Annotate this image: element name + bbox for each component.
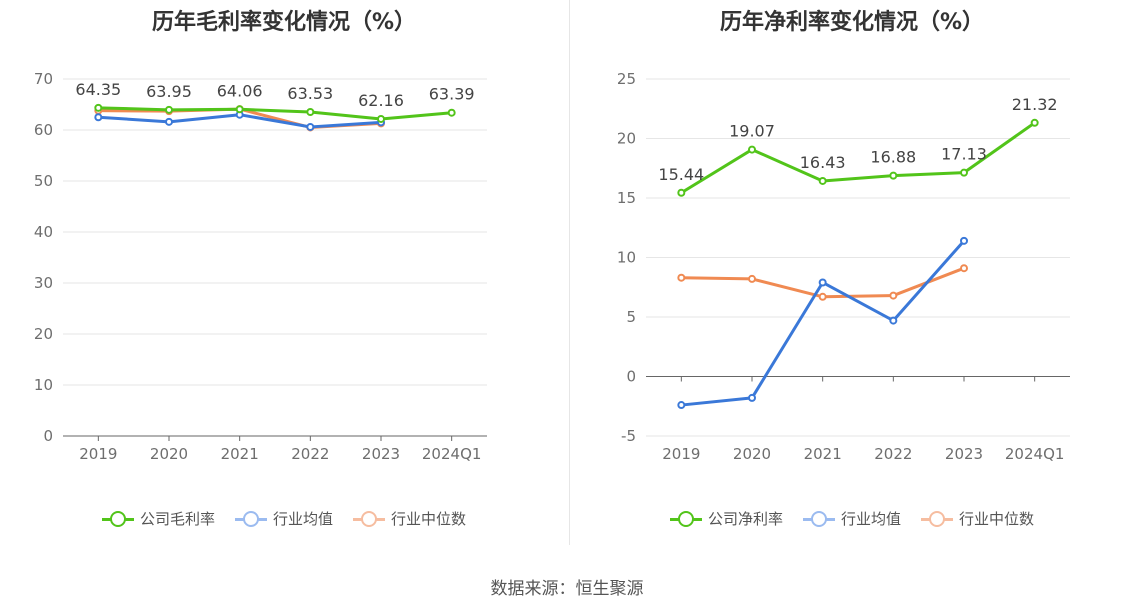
y-tick-label: 30 xyxy=(34,274,53,292)
legend-item-company[interactable]: 公司净利率 xyxy=(669,508,783,529)
legend-label: 行业中位数 xyxy=(391,510,467,528)
net-margin-chart: 历年净利率变化情况（%） -5 0 5 10 15 20 25 2019 2020 2021 202… xyxy=(570,0,1134,560)
x-tick-label: 2022 xyxy=(291,445,329,463)
y-tick-label: 20 xyxy=(34,325,53,343)
legend-item-company[interactable]: 公司毛利率 xyxy=(101,508,215,529)
y-tick-label: 10 xyxy=(617,249,636,267)
data-label: 16.43 xyxy=(800,153,846,172)
data-point[interactable] xyxy=(377,114,385,123)
x-tick-label: 2020 xyxy=(733,445,771,463)
legend-marker-icon xyxy=(802,510,835,527)
y-tick-label: 40 xyxy=(34,223,53,241)
y-tick-label: 5 xyxy=(626,308,636,326)
data-point[interactable] xyxy=(447,108,456,117)
data-point[interactable] xyxy=(889,316,898,325)
data-label: 62.16 xyxy=(358,91,404,110)
data-label: 15.44 xyxy=(658,165,704,184)
x-tick-label: 2019 xyxy=(662,445,700,463)
x-tick-label: 2024Q1 xyxy=(1005,445,1065,463)
y-tick-label: 70 xyxy=(34,70,53,88)
y-tick-label: 15 xyxy=(617,189,636,207)
legend: 公司毛利率 行业均值 行业中位数 xyxy=(0,508,568,529)
data-point[interactable] xyxy=(889,291,898,300)
legend-item-industry-average[interactable]: 行业均值 xyxy=(802,508,901,529)
y-tick-label: 0 xyxy=(626,368,636,386)
data-point[interactable] xyxy=(960,168,968,177)
y-tick-label: 20 xyxy=(617,130,636,148)
data-label: 64.06 xyxy=(217,81,263,100)
legend-label: 公司净利率 xyxy=(707,510,783,528)
legend-label: 公司毛利率 xyxy=(139,510,215,528)
data-point[interactable] xyxy=(818,292,827,301)
x-tick-label: 2021 xyxy=(221,445,259,463)
chart-title: 历年净利率变化情况（%） xyxy=(719,10,985,35)
series-line xyxy=(98,106,452,121)
data-point[interactable] xyxy=(165,117,173,126)
data-point[interactable] xyxy=(889,171,898,180)
x-tick-label: 2022 xyxy=(874,445,912,463)
legend-marker-icon xyxy=(353,510,385,527)
legend-label: 行业均值 xyxy=(272,510,333,528)
data-point[interactable] xyxy=(748,145,756,154)
legend-marker-icon xyxy=(101,510,134,527)
data-point[interactable] xyxy=(235,105,244,114)
legend-item-industry-median[interactable]: 行业中位数 xyxy=(921,508,1034,529)
y-tick-label: 0 xyxy=(43,427,53,445)
y-tick-label: -5 xyxy=(621,427,636,445)
net-margin-plot: -5 0 5 10 15 20 25 2019 2020 2021 2022 2023 2024Q1 15… xyxy=(617,70,1070,463)
data-point[interactable] xyxy=(306,107,315,116)
data-label: 19.07 xyxy=(729,122,775,141)
legend-marker-icon xyxy=(669,510,702,527)
data-label: 16.88 xyxy=(870,148,916,167)
legend: 公司净利率 行业均值 行业中位数 xyxy=(570,508,1134,529)
x-tick-label: 2023 xyxy=(945,445,983,463)
data-point[interactable] xyxy=(960,264,968,273)
legend-marker-icon xyxy=(921,510,953,527)
x-tick-label: 2020 xyxy=(150,445,188,463)
legend-marker-icon xyxy=(234,510,267,527)
data-label: 63.95 xyxy=(146,82,192,101)
data-point[interactable] xyxy=(818,176,827,185)
data-point[interactable] xyxy=(748,393,756,402)
data-point[interactable] xyxy=(677,273,686,282)
data-point[interactable] xyxy=(1030,118,1039,127)
data-label: 63.39 xyxy=(429,85,475,104)
x-tick-label: 2024Q1 xyxy=(422,445,482,463)
gross-margin-chart: 历年毛利率变化情况（%） 0 10 20 30 40 50 60 70 2019 2020 2021… xyxy=(0,0,568,560)
gross-margin-plot: 0 10 20 30 40 50 60 70 2019 2020 2021 2022 2023 2024Q… xyxy=(34,70,487,463)
data-point[interactable] xyxy=(818,278,827,287)
y-tick-label: 60 xyxy=(34,121,53,139)
data-point[interactable] xyxy=(960,236,968,245)
chart-title: 历年毛利率变化情况（%） xyxy=(151,10,417,35)
legend-label: 行业中位数 xyxy=(959,510,1035,528)
x-tick-label: 2023 xyxy=(362,445,400,463)
data-label: 17.13 xyxy=(941,145,987,164)
y-tick-label: 10 xyxy=(34,376,53,394)
data-point[interactable] xyxy=(94,103,103,112)
data-point[interactable] xyxy=(94,113,103,122)
legend-item-industry-median[interactable]: 行业中位数 xyxy=(353,508,466,529)
x-tick-label: 2021 xyxy=(804,445,842,463)
legend-label: 行业均值 xyxy=(840,510,901,528)
data-point[interactable] xyxy=(677,188,686,197)
y-tick-label: 50 xyxy=(34,172,53,190)
data-source-note: 数据来源：恒生聚源 xyxy=(490,579,644,599)
y-tick-label: 25 xyxy=(617,70,636,88)
panel-divider xyxy=(569,0,570,545)
series-line xyxy=(680,121,1036,195)
data-label: 63.53 xyxy=(287,84,333,103)
data-point[interactable] xyxy=(677,401,686,410)
legend-item-industry-average[interactable]: 行业均值 xyxy=(234,508,333,529)
x-tick-label: 2019 xyxy=(79,445,117,463)
data-point[interactable] xyxy=(306,122,315,131)
data-point[interactable] xyxy=(748,274,756,283)
data-point[interactable] xyxy=(165,105,173,114)
data-label: 64.35 xyxy=(75,80,121,99)
data-label: 21.32 xyxy=(1012,95,1058,114)
